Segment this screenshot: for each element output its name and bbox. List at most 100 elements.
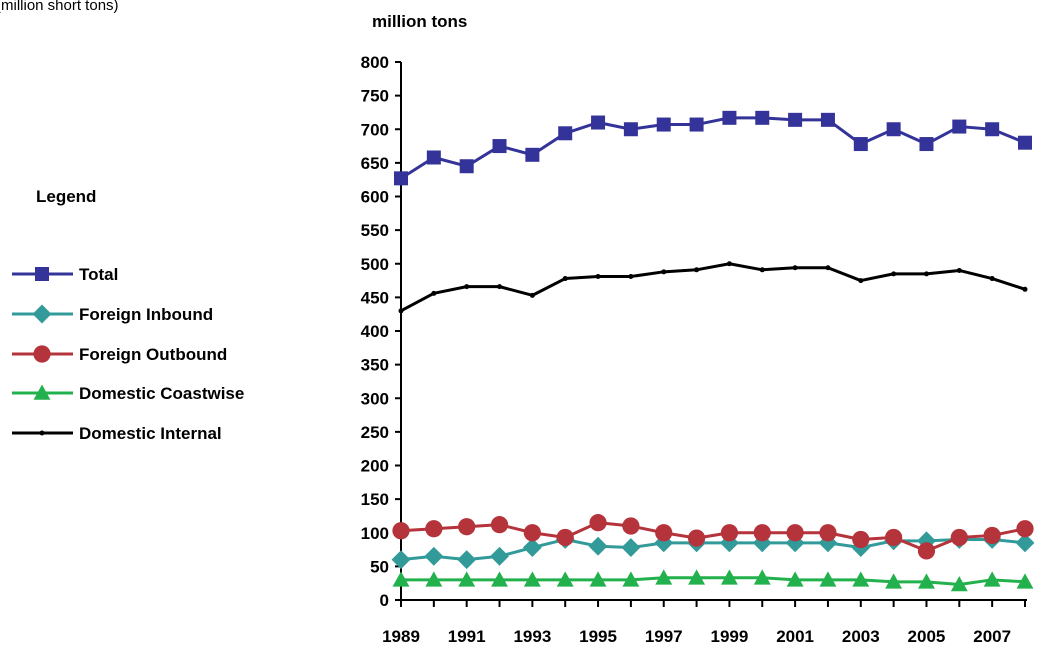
data-point (752, 533, 772, 553)
y-tick-label: 150 (361, 490, 389, 509)
data-point (523, 524, 541, 542)
data-point (985, 122, 1000, 137)
y-tick-label: 50 (370, 557, 389, 576)
legend-marker (33, 345, 51, 363)
data-point (556, 528, 574, 547)
data-point (1018, 135, 1032, 150)
data-point (885, 528, 903, 547)
data-point (457, 550, 477, 570)
top-note: (million short tons) (0, 0, 119, 14)
data-point (755, 110, 770, 125)
data-point (491, 571, 508, 587)
data-point (1016, 520, 1034, 538)
x-tick-label: 1995 (579, 627, 617, 646)
legend-marker (32, 304, 52, 324)
data-point (792, 265, 798, 271)
data-point (688, 569, 706, 585)
data-point (464, 284, 470, 290)
data-point (628, 274, 634, 280)
series-total (394, 110, 1032, 186)
data-point (522, 538, 542, 557)
data-point (923, 271, 929, 277)
data-point (919, 137, 934, 152)
data-point (719, 533, 739, 553)
legend-marker (35, 267, 49, 281)
data-point (589, 571, 607, 587)
data-point (591, 115, 606, 130)
data-point (788, 112, 803, 127)
data-point (983, 571, 1001, 587)
data-point (622, 517, 640, 535)
y-tick-label: 750 (361, 87, 389, 106)
x-tick-label: 1999 (711, 627, 749, 646)
legend-label: Foreign Inbound (79, 305, 213, 324)
y-tick-label: 800 (361, 53, 389, 72)
data-point (492, 139, 507, 154)
data-point (918, 573, 935, 589)
data-point (885, 573, 903, 589)
data-point (392, 571, 410, 587)
data-point (858, 278, 864, 284)
x-tick-label: 2007 (973, 627, 1011, 646)
data-point (392, 522, 410, 540)
data-point (753, 524, 771, 542)
data-point (853, 137, 868, 152)
data-point (852, 571, 870, 587)
data-point (589, 514, 607, 532)
y-tick-label: 450 (361, 288, 389, 307)
data-point (497, 284, 503, 290)
data-point (431, 290, 437, 296)
series-layer (391, 110, 1035, 592)
data-point (661, 269, 667, 275)
data-point (786, 571, 804, 587)
data-point (785, 533, 805, 553)
data-point (621, 538, 641, 557)
series-domestic-internal (398, 261, 1028, 314)
data-point (820, 112, 835, 127)
data-point (819, 524, 837, 542)
y-tick-label: 700 (361, 120, 389, 139)
legend-marker (33, 384, 51, 400)
y-tick-label: 500 (361, 255, 389, 274)
legend-item-domestic-internal: Domestic Internal (12, 424, 222, 443)
legend: Total Foreign Inbound Foreign Outbound Dome… (12, 265, 244, 443)
data-point (588, 536, 608, 556)
data-point (490, 546, 509, 566)
data-point (720, 524, 739, 542)
data-point (490, 516, 509, 534)
x-tick-label: 2003 (842, 627, 880, 646)
y-tick-label: 200 (361, 457, 389, 476)
y-tick-label: 300 (361, 389, 389, 408)
y-tick-label: 100 (361, 524, 389, 543)
y-tick-label: 0 (380, 591, 389, 610)
axes: 0 50 100 150 200 250 300 350 400 450 500 550 600 650 7… (361, 53, 1027, 646)
series-domestic-coastwise (392, 569, 1034, 592)
data-point (391, 550, 411, 570)
x-tick-label: 2001 (776, 627, 814, 646)
data-point (886, 122, 901, 137)
legend-label: Domestic Internal (79, 424, 222, 443)
data-point (1015, 533, 1035, 553)
data-point (656, 117, 671, 132)
y-tick-label: 550 (361, 221, 389, 240)
series-line (400, 262, 1026, 313)
legend-item-total: Total (12, 265, 118, 284)
y-axis-label: million tons (372, 12, 467, 31)
data-point (398, 308, 404, 314)
y-tick-label: 350 (361, 356, 389, 375)
data-point (753, 569, 771, 585)
legend-item-foreign-outbound: Foreign Outbound (12, 345, 227, 364)
data-point (694, 267, 700, 273)
data-point (956, 267, 962, 273)
x-tick-label: 2005 (908, 627, 946, 646)
data-point (654, 533, 674, 553)
legend-item-foreign-inbound: Foreign Inbound (12, 304, 213, 324)
data-point (623, 122, 638, 137)
data-point (458, 571, 476, 587)
data-point (655, 524, 673, 542)
data-point (989, 276, 995, 282)
data-point (952, 119, 967, 134)
y-tick-label: 250 (361, 423, 389, 442)
